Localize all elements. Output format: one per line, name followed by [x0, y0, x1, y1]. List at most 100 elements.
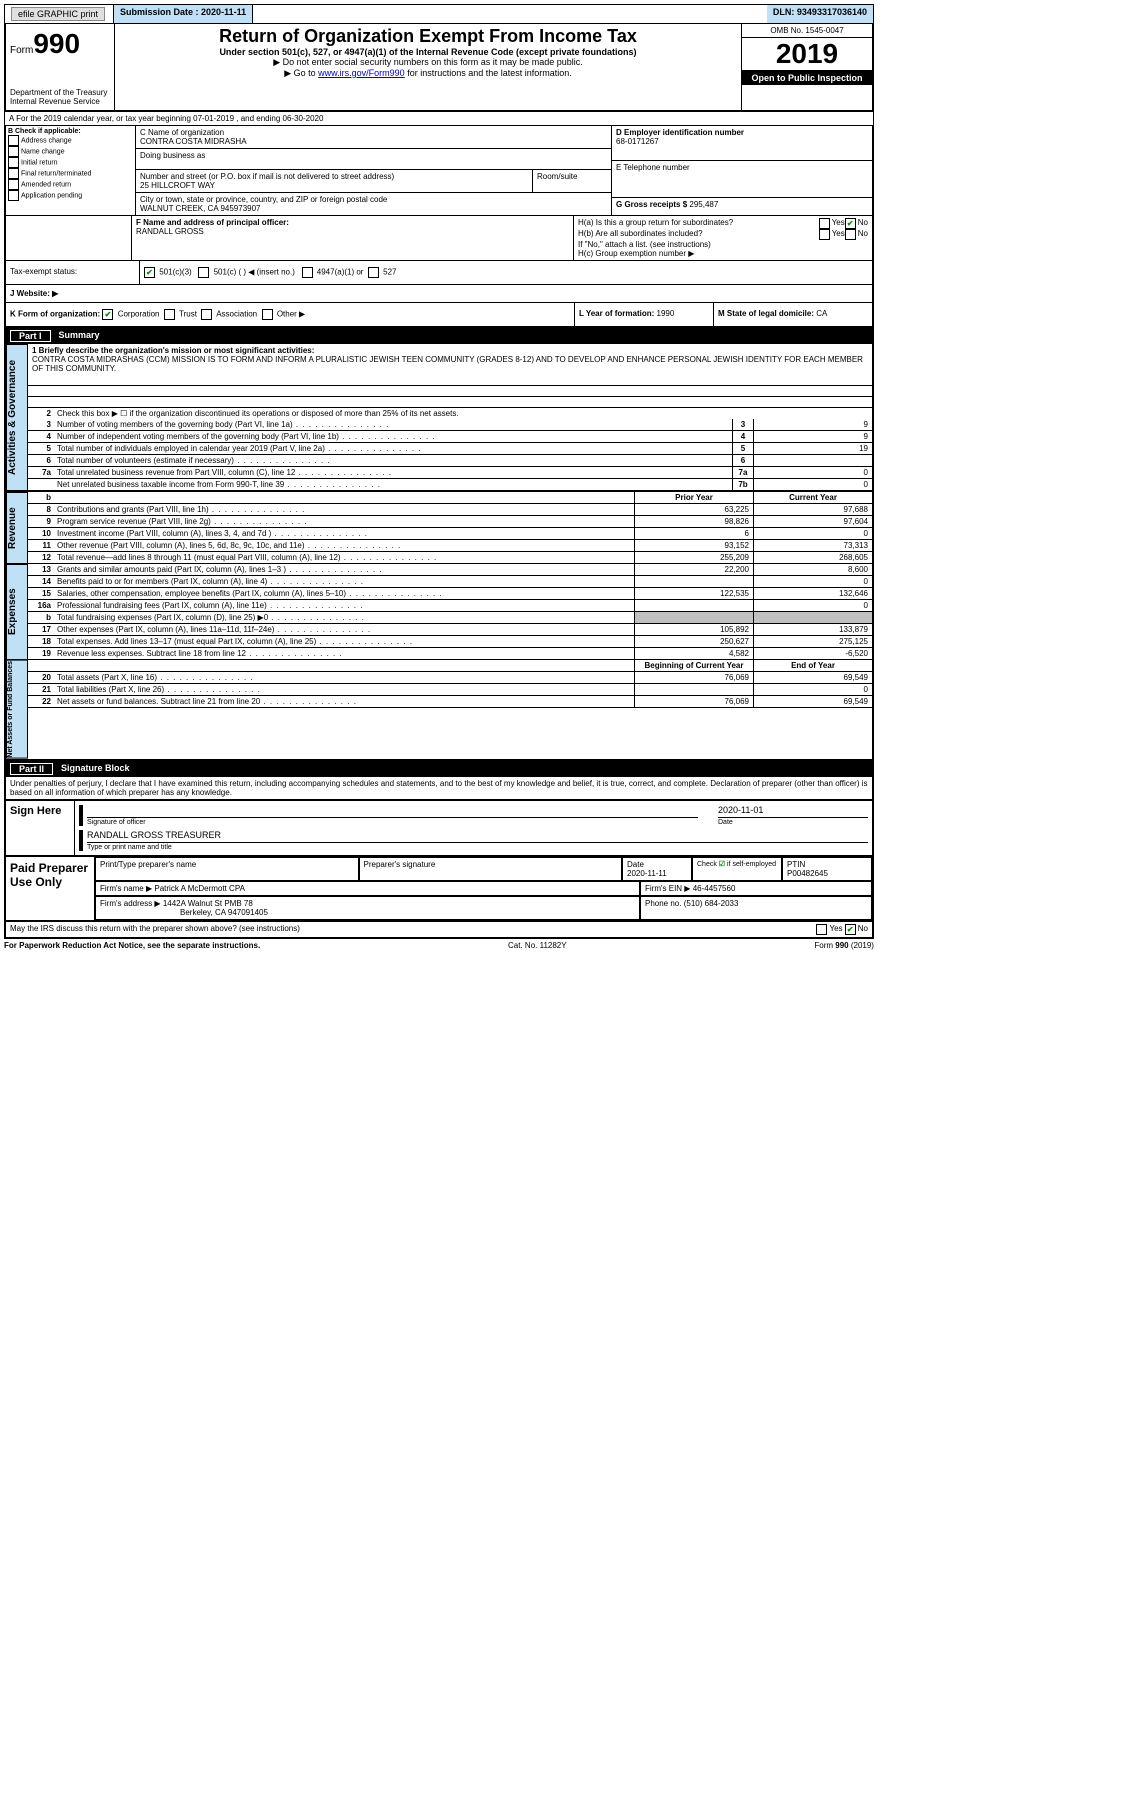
- hc-label: H(c) Group exemption number ▶: [578, 249, 868, 258]
- efile-graphic-btn[interactable]: efile GRAPHIC print: [11, 7, 105, 21]
- discuss-text: May the IRS discuss this return with the…: [10, 924, 816, 935]
- dept-treasury: Department of the Treasury: [10, 88, 110, 97]
- submission-date: Submission Date : 2020-11-11: [113, 5, 253, 23]
- sig-officer-label: Signature of officer: [87, 817, 698, 826]
- chk-amended-return[interactable]: Amended return: [8, 179, 133, 190]
- prep-date-label: Date: [627, 860, 687, 869]
- chk-initial-return[interactable]: Initial return: [8, 157, 133, 168]
- firm-ein-value: 46-4457560: [693, 884, 736, 893]
- table-row: 5Total number of individuals employed in…: [28, 443, 872, 455]
- goto-prefix: ▶ Go to: [284, 68, 318, 78]
- table-row: 12Total revenue—add lines 8 through 11 (…: [28, 552, 872, 564]
- sig-date-value: 2020-11-01: [718, 805, 868, 817]
- firm-phone-value: (510) 684-2033: [684, 899, 739, 908]
- part1-header: Part I Summary: [4, 328, 874, 344]
- ein-cell: D Employer identification number 68-0171…: [612, 126, 872, 161]
- firm-addr-label: Firm's address ▶: [100, 899, 161, 908]
- vert-label-ag: Activities & Governance: [6, 344, 28, 491]
- table-row: 20Total assets (Part X, line 16)76,06969…: [28, 672, 872, 684]
- section-c: C Name of organization CONTRA COSTA MIDR…: [136, 126, 872, 215]
- tax-exempt-row: Tax-exempt status: ✔ 501(c)(3) 501(c) ( …: [4, 260, 874, 284]
- chk-address-change[interactable]: Address change: [8, 135, 133, 146]
- ptin-value: P00482645: [787, 869, 867, 878]
- addr-value: 25 HILLCROFT WAY: [140, 181, 528, 190]
- table-row: 3Number of voting members of the governi…: [28, 419, 872, 431]
- mission-prompt: 1 Briefly describe the organization's mi…: [32, 346, 868, 355]
- goto-note: ▶ Go to www.irs.gov/Form990 for instruct…: [121, 68, 735, 79]
- tax-exempt-label: Tax-exempt status:: [6, 261, 140, 284]
- section-b-heading: B Check if applicable:: [8, 128, 133, 135]
- sig-date-label: Date: [718, 817, 868, 826]
- table-row: 11Other revenue (Part VIII, column (A), …: [28, 540, 872, 552]
- table-row: 6Total number of volunteers (estimate if…: [28, 455, 872, 467]
- k-label: K Form of organization:: [10, 310, 100, 319]
- begin-year-header: Beginning of Current Year: [634, 660, 753, 671]
- info-block: B Check if applicable: Address change Na…: [4, 125, 874, 215]
- irs-label: Internal Revenue Service: [10, 97, 110, 106]
- part1-title: Summary: [59, 330, 100, 342]
- gross-value: 295,487: [689, 200, 718, 209]
- footer-mid: Cat. No. 11282Y: [508, 941, 567, 950]
- sig-name-label: Type or print name and title: [87, 842, 868, 851]
- line2-text: Check this box ▶ ☐ if the organization d…: [54, 408, 872, 419]
- org-name-cell: C Name of organization CONTRA COSTA MIDR…: [136, 126, 611, 149]
- self-empl-label: Check ☑ if self-employed: [697, 861, 776, 868]
- prep-date-value: 2020-11-11: [627, 869, 687, 878]
- ein-value: 68-0171267: [616, 137, 868, 146]
- mission-row: 1 Briefly describe the organization's mi…: [28, 344, 872, 375]
- expenses-block: Expenses 13Grants and similar amounts pa…: [4, 564, 874, 660]
- chk-final-return[interactable]: Final return/terminated: [8, 168, 133, 179]
- officer-value: RANDALL GROSS: [136, 227, 569, 236]
- gross-receipts-cell: G Gross receipts $ 295,487: [612, 198, 872, 211]
- city-value: WALNUT CREEK, CA 945973907: [140, 204, 607, 213]
- open-inspection: Open to Public Inspection: [742, 71, 872, 85]
- tax-year: 2019: [742, 38, 872, 71]
- firm-name-label: Firm's name ▶: [100, 884, 152, 893]
- website-label: J Website: ▶: [10, 289, 58, 298]
- part2-title: Signature Block: [61, 763, 130, 775]
- table-row: 7aTotal unrelated business revenue from …: [28, 467, 872, 479]
- chk-name-change[interactable]: Name change: [8, 146, 133, 157]
- firm-name-value: Patrick A McDermott CPA: [154, 884, 245, 893]
- goto-suffix: for instructions and the latest informat…: [405, 68, 572, 78]
- top-banner: efile GRAPHIC print Submission Date : 20…: [4, 4, 874, 24]
- other-label: Other ▶: [277, 310, 305, 319]
- corp-label: Corporation: [118, 310, 160, 319]
- l-value: 1990: [657, 309, 675, 318]
- penalty-text: Under penalties of perjury, I declare th…: [4, 777, 874, 799]
- form990-link[interactable]: www.irs.gov/Form990: [318, 68, 405, 78]
- room-label: Room/suite: [533, 170, 611, 192]
- vert-label-exp: Expenses: [6, 564, 28, 660]
- 501c-label: 501(c) ( ) ◀ (insert no.): [214, 268, 295, 277]
- preparer-name-header: Print/Type preparer's name: [95, 857, 359, 881]
- revenue-block: Revenue b Prior Year Current Year 8Contr…: [4, 491, 874, 564]
- table-row: 22Net assets or fund balances. Subtract …: [28, 696, 872, 708]
- current-year-header: Current Year: [753, 492, 872, 503]
- paid-preparer-block: Paid Preparer Use Only Print/Type prepar…: [4, 857, 874, 922]
- chk-application-pending[interactable]: Application pending: [8, 190, 133, 201]
- 501c3-label: 501(c)(3): [159, 268, 191, 277]
- sig-name-value: RANDALL GROSS TREASURER: [87, 830, 868, 842]
- ptin-label: PTIN: [787, 860, 867, 869]
- preparer-sig-header: Preparer's signature: [359, 857, 623, 881]
- table-row: 13Grants and similar amounts paid (Part …: [28, 564, 872, 576]
- part2-header: Part II Signature Block: [4, 761, 874, 777]
- dln: DLN: 93493317036140: [767, 5, 873, 23]
- website-row: J Website: ▶: [4, 284, 874, 302]
- header-left: Form990 Department of the Treasury Inter…: [6, 24, 115, 110]
- table-row: 19Revenue less expenses. Subtract line 1…: [28, 648, 872, 660]
- calendar-year-line: A For the 2019 calendar year, or tax yea…: [4, 112, 874, 125]
- mission-text: CONTRA COSTA MIDRASHAS (CCM) MISSION IS …: [32, 355, 868, 373]
- sign-here-block: Sign Here Signature of officer 2020-11-0…: [4, 799, 874, 857]
- table-row: 10Investment income (Part VIII, column (…: [28, 528, 872, 540]
- trust-label: Trust: [179, 310, 197, 319]
- form-subtitle: Under section 501(c), 527, or 4947(a)(1)…: [121, 47, 735, 57]
- end-year-header: End of Year: [753, 660, 872, 671]
- 527-label: 527: [383, 268, 396, 277]
- footer-right: Form 990 (2019): [814, 941, 874, 950]
- vert-label-na: Net Assets or Fund Balances: [6, 660, 28, 759]
- fh-block: F Name and address of principal officer:…: [4, 215, 874, 260]
- city-cell: City or town, state or province, country…: [136, 193, 611, 215]
- 4947-label: 4947(a)(1) or: [317, 268, 364, 277]
- klm-row: K Form of organization: ✔ Corporation Tr…: [4, 302, 874, 328]
